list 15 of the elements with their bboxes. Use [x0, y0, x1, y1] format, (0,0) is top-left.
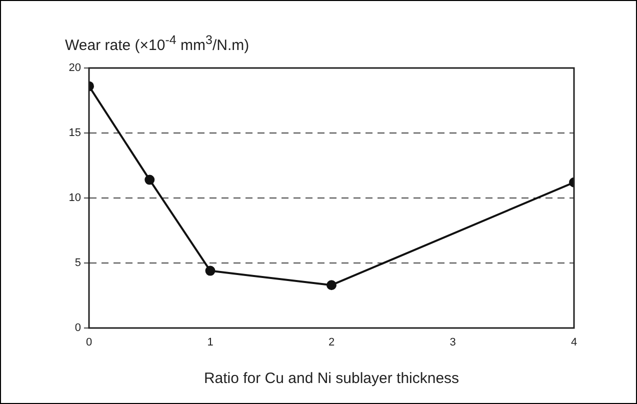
x-tick-label: 1 — [207, 336, 214, 349]
x-tick-label: 3 — [450, 336, 456, 349]
x-tick-label: 0 — [86, 336, 92, 349]
y-tick-label: 20 — [68, 62, 81, 74]
y-tick-label: 15 — [68, 127, 81, 140]
x-tick-label: 4 — [570, 336, 578, 349]
point — [205, 266, 216, 276]
y-tick-label: 10 — [68, 192, 81, 204]
point — [144, 174, 155, 185]
x-tick-label: 2 — [328, 336, 335, 349]
x-axis-title: Ratio for Cu and Ni sublayer thickness — [204, 370, 460, 387]
y-tick-label: 0 — [74, 322, 81, 334]
point — [326, 280, 336, 290]
y-axis-title: Wear rate (×10$^{-4}$ mm$^{3}$/N.m) — [65, 33, 250, 54]
y-tick-label: 5 — [74, 257, 81, 270]
